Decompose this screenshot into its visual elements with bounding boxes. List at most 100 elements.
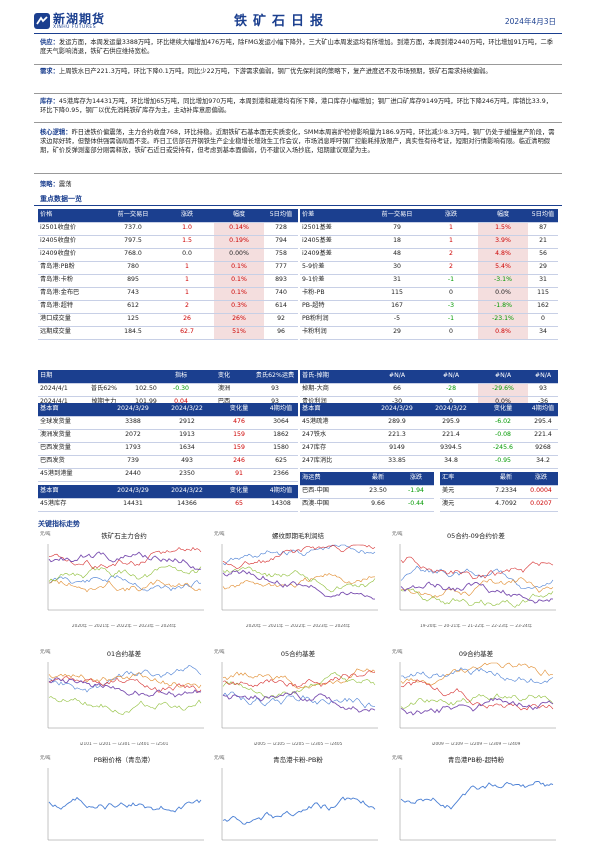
table-cell: 1793 [106, 442, 160, 456]
table-cell: 0.1% [214, 274, 264, 288]
chart-plot [399, 662, 556, 729]
table-row: 全球发货量 3388 2912 476 3064 [38, 416, 298, 430]
table-row: 45港疏港 289.9 295.9 -6.02 295.4 [300, 416, 558, 430]
table-header-cell: 2024/3/22 [424, 403, 478, 417]
table-cell: -3.1% [478, 274, 528, 288]
table-row: PB粉利润 -5 -1 -23.1% 0 [300, 313, 558, 327]
table-header-cell: 2024/3/22 [160, 403, 214, 417]
table-cell: 45港疏港 [300, 416, 370, 430]
table-row: 45港到港量 2440 2350 91 2366 [38, 468, 298, 482]
chart-title: 05合约-09合约价差 [447, 532, 505, 540]
chart-series-line [222, 668, 376, 689]
table-header-cell: 最新 [358, 472, 398, 486]
table-cell: 45港库存 [38, 498, 106, 512]
chart-legend: i2009 — i2109 — i2209 — i2309 — i2409 [431, 741, 521, 747]
table-header-cell: 5日均值 [528, 209, 558, 223]
table-header-cell: 变化量 [214, 403, 264, 417]
table-cell: 澳洲发货量 [38, 429, 106, 443]
table-cell: 737.0 [106, 222, 160, 236]
table-row: 247库消比 33.85 34.8 -0.95 34.2 [300, 455, 558, 469]
table-header-cell: 基本面 [38, 403, 106, 417]
table-cell: 21 [528, 235, 558, 249]
charts-section-title: 关键指标走势 [38, 520, 80, 528]
chart-series-line [222, 672, 376, 699]
fund-table: 基本面 2024/3/29 2024/3/22 变化量 4期均值 全球发货量 3388 291… [38, 403, 298, 482]
table-row: 247铁水 221.3 221.4 -0.08 221.4 [300, 429, 558, 443]
right-table: 价差 前一交易日 涨跌 幅度 5日均值 i2501基差 79 1 1.5% 87 i2405基差 18… [300, 209, 558, 340]
table-cell: 115 [370, 287, 424, 301]
table-cell: 93 [252, 383, 298, 397]
chart-panel: 05合约-09合约价差 元/吨 19-20年 — 20-21年 — 21-22年 —… [390, 530, 562, 630]
table-cell: 476 [214, 416, 264, 430]
table-row: 掉期-大商 66 -28 -29.6% 93 [300, 383, 558, 397]
chart-series-line [48, 565, 202, 582]
table-cell: 247库消比 [300, 455, 370, 469]
chart-panel: 05合约基差 元/吨 i2005 — i2105 — i2205 — i2305 —… [212, 648, 384, 748]
table-cell: 0.3% [214, 300, 264, 314]
table-cell: -0.08 [478, 429, 528, 443]
table-cell: 62.7 [160, 326, 214, 340]
inventory-label: 库存： [40, 98, 59, 105]
table-cell: 48 [370, 248, 424, 262]
table-cell: -0.30 [166, 383, 196, 397]
table-cell: 221.4 [424, 429, 478, 443]
table-cell: 26 [160, 313, 214, 327]
table-cell: 1.5 [160, 235, 214, 249]
table-cell: -3 [424, 300, 478, 314]
table-cell: 5-9价差 [300, 261, 370, 275]
core-logic-label: 核心逻辑： [40, 129, 72, 136]
chart-unit-label: 元/吨 [40, 756, 51, 761]
table-header-cell [82, 370, 126, 384]
table-cell: 91 [214, 468, 264, 482]
table-cell: 1 [160, 261, 214, 275]
table-cell: 巴西-中国 [300, 485, 358, 499]
table-header-cell: 基本面 [38, 485, 106, 499]
supply-paragraph: 供应：发运方面，本周发运量3388万吨，环比继续大幅增加476万吨，除FMG发运… [40, 38, 556, 56]
chart-title: 01合约基差 [106, 650, 142, 658]
chart-axis [47, 544, 204, 611]
table-cell: 2 [424, 248, 478, 262]
table-cell: -0.44 [398, 498, 434, 512]
chart-title: 05合约基差 [280, 650, 316, 658]
table-header-cell: 涨跌 [424, 209, 478, 223]
chart-title: PB粉价格（青岛港） [93, 756, 155, 764]
table-cell: 45港到港量 [38, 468, 106, 482]
table-cell: 29 [370, 326, 424, 340]
table-cell: 295.9 [424, 416, 478, 430]
chart-axis [399, 544, 556, 611]
chart-unit-label: 元/吨 [214, 756, 225, 761]
table-cell: 9.66 [358, 498, 398, 512]
table-header-cell: #N/A [370, 370, 424, 384]
table-cell: 掉期-大商 [300, 383, 370, 397]
chart-unit-label: 元/吨 [392, 756, 403, 761]
divider [34, 205, 562, 206]
table-cell: 739 [106, 455, 160, 469]
table-row: 巴西发货量 1793 1634 159 1580 [38, 442, 298, 456]
table-cell: -1 [424, 274, 478, 288]
chart-series-line [222, 670, 376, 688]
table-cell: 26% [214, 313, 264, 327]
chart-series-line [48, 551, 202, 570]
table-cell: 0 [528, 313, 558, 327]
chart-series-line [400, 693, 554, 709]
table-cell: 4.8% [478, 248, 528, 262]
chart-unit-label: 元/吨 [40, 532, 51, 537]
strategy-label: 策略： [40, 181, 59, 188]
table-header-cell: #N/A [424, 370, 478, 384]
table-row: i2501收盘价 737.0 1.0 0.14% 728 [38, 222, 298, 236]
table-cell: -23.1% [478, 313, 528, 327]
table-cell: 29 [528, 261, 558, 275]
table-cell: 34.2 [528, 455, 558, 469]
chart-title: 螺纹即期毛利润结 [272, 532, 324, 540]
table-cell: 159 [214, 429, 264, 443]
chart-series-line [400, 581, 554, 604]
table-cell: 221.3 [370, 429, 424, 443]
chart-series-line [222, 544, 376, 570]
table-cell: 巴西发货 [38, 455, 106, 469]
table-header-cell: 2024/3/29 [106, 403, 160, 417]
chart-title: 09合约基差 [458, 650, 494, 658]
inv-table: 基本面 2024/3/29 2024/3/22 变化量 4期均值 45港库存 14431 14… [38, 485, 298, 512]
report-title: 铁矿石日报 [234, 14, 330, 29]
table-cell: 34.8 [424, 455, 478, 469]
table-row: 青岛港:金布巴 743 1 0.1% 740 [38, 287, 298, 301]
